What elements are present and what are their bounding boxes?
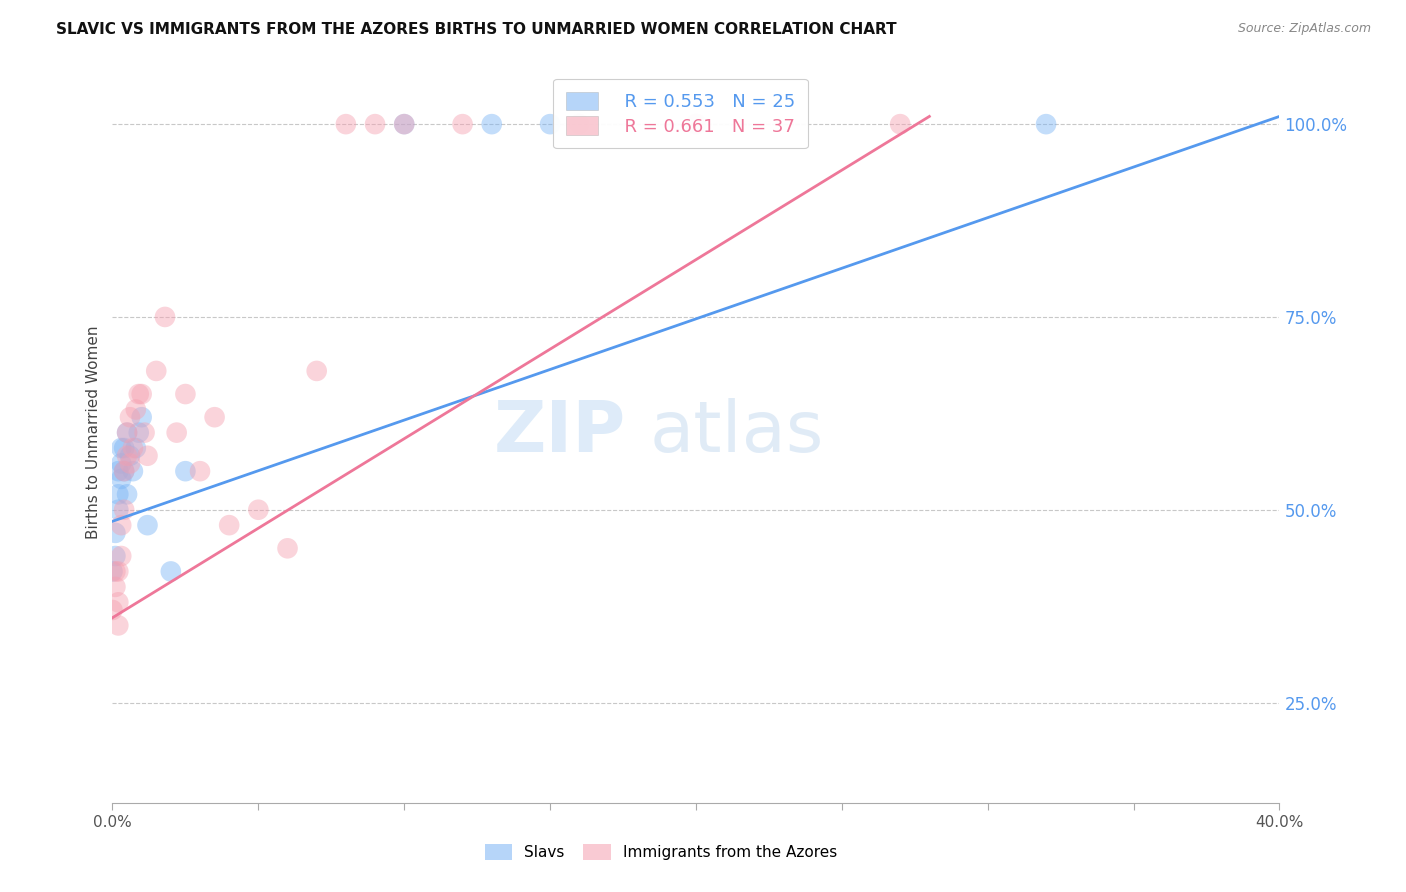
Point bbox=[305, 364, 328, 378]
Point bbox=[538, 117, 561, 131]
Point bbox=[125, 441, 148, 455]
Point bbox=[115, 487, 138, 501]
Point bbox=[145, 364, 167, 378]
Point bbox=[118, 410, 141, 425]
Point bbox=[889, 117, 911, 131]
Point bbox=[276, 541, 298, 556]
Point bbox=[392, 117, 416, 131]
Point bbox=[110, 457, 132, 471]
Point bbox=[112, 464, 135, 478]
Point bbox=[115, 425, 138, 440]
Point bbox=[110, 549, 132, 563]
Point bbox=[110, 518, 132, 533]
Point bbox=[174, 464, 197, 478]
Point bbox=[122, 464, 145, 478]
Point bbox=[131, 410, 153, 425]
Point bbox=[107, 565, 129, 579]
Point bbox=[685, 117, 707, 131]
Point bbox=[568, 117, 591, 131]
Point bbox=[104, 549, 127, 563]
Text: ZIP: ZIP bbox=[494, 398, 626, 467]
Point bbox=[204, 410, 226, 425]
Point bbox=[107, 464, 129, 478]
Point bbox=[174, 387, 197, 401]
Point bbox=[118, 457, 141, 471]
Point bbox=[392, 117, 416, 131]
Text: SLAVIC VS IMMIGRANTS FROM THE AZORES BIRTHS TO UNMARRIED WOMEN CORRELATION CHART: SLAVIC VS IMMIGRANTS FROM THE AZORES BIR… bbox=[56, 22, 897, 37]
Legend: Slavs, Immigrants from the Azores: Slavs, Immigrants from the Azores bbox=[475, 835, 846, 869]
Point bbox=[118, 449, 141, 463]
Point bbox=[247, 502, 270, 516]
Point bbox=[122, 441, 145, 455]
Text: Source: ZipAtlas.com: Source: ZipAtlas.com bbox=[1237, 22, 1371, 36]
Point bbox=[481, 117, 503, 131]
Point bbox=[107, 487, 129, 501]
Point bbox=[112, 502, 135, 516]
Point bbox=[136, 518, 159, 533]
Point bbox=[110, 441, 132, 455]
Point bbox=[335, 117, 357, 131]
Point bbox=[112, 464, 135, 478]
Y-axis label: Births to Unmarried Women: Births to Unmarried Women bbox=[86, 326, 101, 540]
Point bbox=[160, 565, 183, 579]
Point bbox=[128, 387, 150, 401]
Point bbox=[1035, 117, 1057, 131]
Point bbox=[107, 502, 129, 516]
Point bbox=[188, 464, 211, 478]
Point bbox=[107, 618, 129, 632]
Point bbox=[153, 310, 176, 324]
Point bbox=[101, 603, 124, 617]
Point bbox=[104, 565, 127, 579]
Point bbox=[166, 425, 188, 440]
Point bbox=[134, 425, 156, 440]
Point bbox=[107, 595, 129, 609]
Point bbox=[112, 441, 135, 455]
Point bbox=[128, 425, 150, 440]
Point bbox=[131, 387, 153, 401]
Point bbox=[218, 518, 240, 533]
Point bbox=[125, 402, 148, 417]
Point bbox=[104, 525, 127, 540]
Point bbox=[115, 449, 138, 463]
Point bbox=[110, 472, 132, 486]
Point bbox=[115, 425, 138, 440]
Point bbox=[451, 117, 474, 131]
Point bbox=[364, 117, 387, 131]
Point bbox=[101, 565, 124, 579]
Point bbox=[136, 449, 159, 463]
Point bbox=[104, 580, 127, 594]
Text: atlas: atlas bbox=[650, 398, 824, 467]
